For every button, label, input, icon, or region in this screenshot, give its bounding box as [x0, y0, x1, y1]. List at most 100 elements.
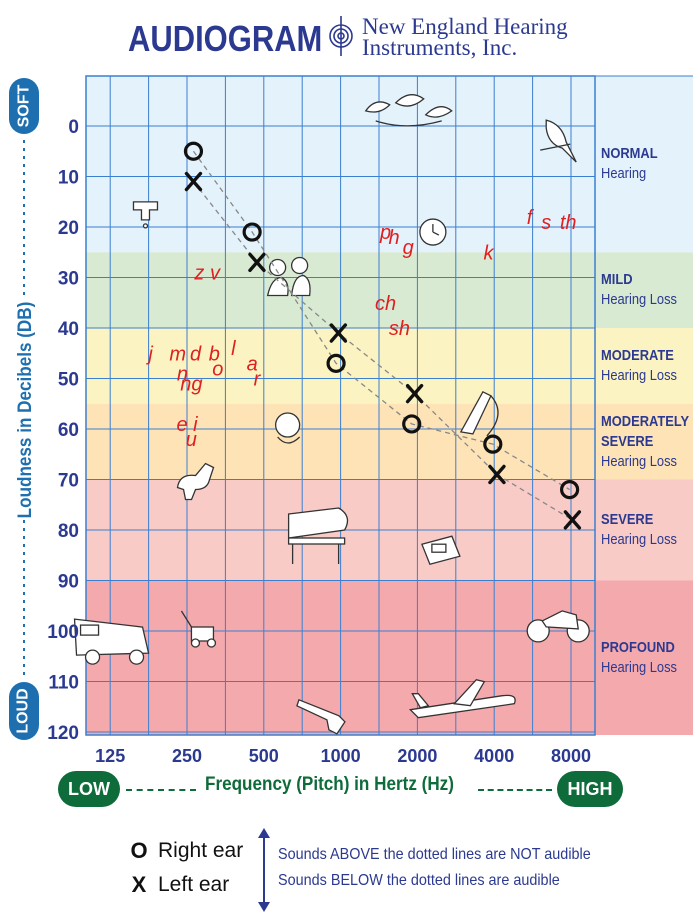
speech-sound: ch: [375, 293, 396, 315]
right-ear-marker: [183, 141, 204, 161]
x-tick-label: 8000: [551, 746, 591, 766]
left-ear-symbol: X: [131, 872, 147, 897]
y-tick-label: 0: [68, 117, 79, 138]
y-tick-label: 30: [58, 269, 79, 290]
left-ear-marker: [329, 323, 348, 343]
y-tick-label: 90: [58, 572, 79, 593]
clock-icon: [419, 218, 447, 246]
band-label-line: Hearing Loss: [601, 291, 678, 309]
y-tick-label: 50: [58, 370, 79, 391]
threshold-lines: [192, 150, 573, 521]
y-tick-label: 60: [58, 420, 79, 441]
speech-sound: k: [484, 242, 495, 264]
left-ear-marker: [563, 510, 582, 530]
high-label-text: HIGH: [567, 778, 613, 799]
lawn-mower-icon: [180, 610, 217, 648]
soft-label: SOFT: [9, 78, 39, 134]
y-tick-label: 110: [48, 673, 79, 694]
vacuum-cleaner-icon: [459, 390, 499, 437]
left-ear-marker: [488, 464, 506, 485]
note-above: Sounds ABOVE the dotted lines are NOT au…: [278, 846, 591, 863]
band-label-line: MODERATELY: [601, 412, 690, 430]
y-tick-label: 70: [58, 471, 79, 492]
axis-ticks: 0 10 20 30 40 50 60 70 80 90 100 110 120 125 250 500 100…: [47, 117, 591, 766]
y-tick-label: 120: [47, 723, 79, 744]
speech-sound: p: [379, 222, 391, 244]
left-ear-marker: [405, 383, 424, 404]
speech-sound: j: [145, 343, 153, 365]
band-label: MILD Hearing Loss: [601, 270, 677, 310]
band-label: MODERATE Hearing Loss: [601, 346, 677, 386]
speech-sound: u: [186, 429, 197, 451]
y-tick-label: 100: [47, 622, 79, 643]
speech-sound: b: [209, 343, 220, 365]
band-label-line: SEVERE: [601, 511, 654, 528]
plot-frame: [85, 75, 596, 736]
ear-markers: [183, 141, 582, 530]
right-ear-marker: [483, 434, 503, 454]
speech-sound: th: [560, 212, 577, 234]
right-ear-marker: [560, 480, 580, 500]
x-tick-label: 2000: [397, 746, 437, 766]
barking-dog-icon: [176, 462, 215, 501]
truck-icon: [73, 618, 150, 665]
band-label-line: Hearing Loss: [601, 452, 678, 470]
right-ear-label: Right ear: [158, 839, 244, 862]
band-label-line: Hearing Loss: [601, 531, 678, 548]
x-tick-label: 125: [95, 746, 125, 766]
right-ear-marker: [326, 353, 346, 373]
up-down-arrow-icon: [258, 828, 270, 912]
x-tick-label: 1000: [321, 746, 361, 766]
y-tick-label: 10: [58, 168, 79, 189]
band-label-line: SEVERE: [601, 432, 654, 450]
speech-sound: h: [388, 227, 399, 249]
bird-icon: [540, 119, 577, 163]
band-label: NORMAL Hearing: [601, 144, 658, 184]
band-label: MODERATELY SEVERE Hearing Loss: [601, 412, 689, 472]
gun-icon: [296, 698, 346, 735]
right-ear-marker: [402, 414, 422, 434]
band-label-line: MODERATE: [601, 346, 674, 364]
left-ear-marker: [248, 252, 266, 273]
left-ear-marker: [184, 171, 203, 192]
speech-sound: f: [527, 207, 535, 229]
piano-icon: [287, 507, 349, 564]
x-axis-title: Frequency (Pitch) in Hertz (Hz): [205, 774, 454, 795]
company-name: New England Hearing Instruments, Inc.: [362, 15, 568, 60]
x-axis-dashes-right: [478, 789, 552, 791]
company-name-line2: Instruments, Inc.: [362, 35, 518, 60]
band-label: SEVERE Hearing Loss: [601, 510, 677, 550]
speech-sound: s: [541, 212, 551, 234]
illustrations: [73, 94, 590, 735]
right-ear-marker: [242, 222, 262, 242]
speech-sound: o: [212, 358, 223, 380]
low-label-text: LOW: [68, 778, 110, 799]
speech-sounds: z v j m d b lo ar nng e iu ph g ch sh k f s th: [145, 207, 576, 451]
right-ear-symbol: O: [130, 838, 148, 863]
speech-sound: e i: [176, 414, 198, 436]
speech-sound: g: [403, 237, 414, 259]
speech-sound: sh: [389, 318, 410, 340]
left-ear-threshold-line: [192, 181, 573, 521]
x-tick-label: 500: [249, 746, 279, 766]
high-label: HIGH: [557, 771, 623, 807]
speech-sound: a: [247, 353, 258, 375]
y-axis-title-text: Loudness in Decibels (DB): [15, 301, 36, 519]
band-label-line: MILD: [601, 271, 633, 289]
left-ear-label: Left ear: [158, 873, 230, 896]
y-tick-label: 80: [58, 521, 79, 542]
airplane-icon: [408, 678, 516, 719]
telephone-icon: [421, 535, 461, 565]
band-label: PROFOUND Hearing Loss: [601, 638, 677, 678]
loud-label: LOUD: [9, 682, 39, 740]
motorcycle-icon: [526, 610, 590, 643]
speech-sound: l: [231, 338, 236, 360]
speech-sound: ng: [180, 374, 202, 396]
right-ear-threshold-line: [192, 150, 570, 491]
speech-sound: n: [177, 363, 188, 385]
rustling-leaves-icon: [364, 94, 453, 127]
y-tick-label: 20: [58, 218, 79, 239]
soft-label-text: SOFT: [15, 84, 33, 128]
band-label-line: PROFOUND: [601, 638, 675, 656]
